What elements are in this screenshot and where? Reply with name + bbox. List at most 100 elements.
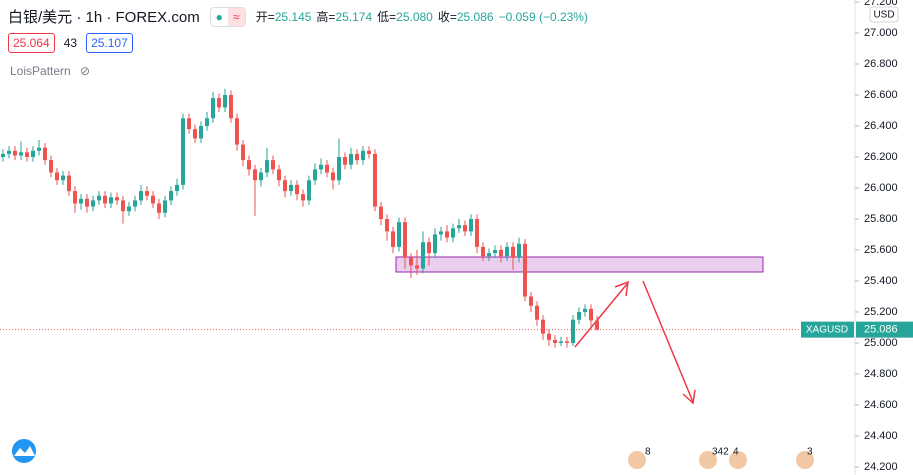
candle-body	[1, 153, 5, 157]
candle-body	[553, 339, 557, 343]
candle-body	[247, 160, 251, 170]
spread: 43	[63, 36, 78, 50]
indicator[interactable]: LoisPattern ⊘	[10, 64, 91, 78]
candle-body	[91, 200, 95, 207]
ohlc-label: 低=	[377, 10, 397, 24]
candle-body	[439, 231, 443, 235]
candle-body	[361, 150, 365, 161]
candle-body	[7, 150, 11, 154]
y-tick-label: 24.800	[864, 368, 898, 380]
y-tick-label: 26.600	[864, 89, 898, 101]
event-label: 4	[733, 447, 739, 458]
arrow-down[interactable]	[642, 280, 694, 403]
candle-body	[499, 249, 503, 257]
header: 白银/美元 · 1h · FOREX.com ● ≈ 开= 25.145 高= 25.…	[8, 6, 588, 27]
status-pill[interactable]: ● ≈	[209, 6, 246, 27]
candle-body	[151, 195, 155, 204]
candle-body	[265, 160, 269, 173]
candle-body	[175, 184, 179, 192]
candle-body	[157, 203, 161, 213]
y-tick-label: 26.800	[864, 58, 898, 70]
candle-body	[61, 175, 65, 181]
ohlc-value: 25.145	[274, 9, 312, 24]
ohlc-label: 高=	[316, 10, 336, 24]
candle-body	[475, 218, 479, 247]
candle-body	[25, 152, 29, 157]
candle-body	[103, 195, 107, 204]
symbol[interactable]: 白银/美元 · 1h · FOREX.com	[8, 9, 200, 26]
candle-body	[559, 341, 563, 343]
arrow-up[interactable]	[574, 283, 628, 348]
candle-body	[343, 156, 347, 165]
candles	[1, 88, 599, 348]
candle-body	[511, 246, 515, 258]
candle-body	[109, 197, 113, 204]
candle-body	[301, 194, 305, 201]
ohlc-value: 25.080	[396, 9, 433, 24]
candle-body	[487, 253, 491, 257]
event-label: 8	[645, 447, 651, 458]
candle-body	[19, 152, 23, 156]
candle-body	[97, 195, 101, 201]
candle-body	[409, 257, 413, 266]
candle-body	[373, 153, 377, 207]
candle-body	[331, 172, 335, 181]
candle-body	[277, 169, 281, 181]
price-tag	[856, 321, 913, 338]
arrow-up-head	[614, 280, 629, 297]
candle-body	[481, 246, 485, 257]
candle-body	[571, 319, 575, 343]
candle-body	[211, 98, 215, 119]
candle-body	[139, 191, 143, 201]
ohlc-value: 25.174	[335, 9, 373, 24]
arrow-down-head	[682, 389, 696, 405]
zone-rectangle[interactable]	[395, 256, 764, 273]
ohlc-label: 收=	[437, 10, 457, 24]
candle-body	[115, 197, 119, 201]
candle-body	[13, 150, 17, 156]
candle-body	[145, 191, 149, 196]
candle-body	[469, 218, 473, 232]
candle-body	[187, 118, 191, 130]
candle-body	[427, 242, 431, 254]
candle-body	[217, 98, 221, 108]
candle-body	[67, 175, 71, 192]
candle-body	[391, 231, 395, 247]
candle-body	[163, 200, 167, 213]
y-tick-label: 25.800	[864, 213, 898, 225]
candle-body	[85, 198, 89, 207]
candle-body	[259, 172, 263, 181]
logo	[12, 439, 36, 463]
candle-body	[271, 160, 275, 170]
candle-body	[595, 320, 599, 330]
bid[interactable]: 25.064	[8, 33, 55, 53]
event-label: 3	[807, 447, 813, 458]
candle-body	[73, 191, 77, 204]
change: −0.059 (−0.23%)	[498, 9, 588, 24]
y-tick-label: 26.000	[864, 182, 898, 194]
y-tick-label: 24.400	[864, 430, 898, 442]
candle-body	[565, 341, 569, 343]
candle-body	[589, 308, 593, 321]
candle-body	[523, 243, 527, 297]
candle-body	[229, 95, 233, 119]
indicator-name: LoisPattern	[10, 64, 71, 78]
candle-body	[547, 333, 551, 340]
candle-body	[421, 242, 425, 269]
candle-body	[319, 164, 323, 170]
y-tick-label: 24.200	[864, 461, 898, 473]
candle-body	[49, 160, 53, 173]
candle-body	[505, 246, 509, 257]
candle-body	[55, 172, 59, 181]
ask[interactable]: 25.107	[86, 33, 133, 53]
candle-body	[169, 191, 173, 201]
candle-body	[529, 296, 533, 306]
currency-box[interactable]	[869, 6, 899, 23]
candle-body	[241, 144, 245, 161]
symbol-tag	[801, 321, 854, 338]
symbol-label: XAGUSD	[806, 324, 848, 335]
ohlc-value: 25.086	[456, 9, 494, 24]
currency: USD	[873, 10, 894, 21]
candle-body	[127, 206, 131, 212]
candle-body	[181, 118, 185, 185]
